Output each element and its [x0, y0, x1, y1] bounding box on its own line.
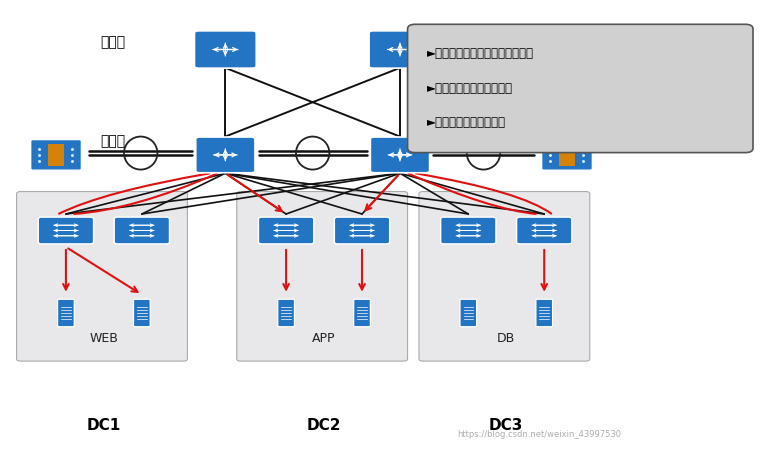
FancyBboxPatch shape — [408, 24, 753, 153]
FancyBboxPatch shape — [194, 31, 256, 68]
Text: DB: DB — [497, 331, 515, 345]
FancyBboxPatch shape — [196, 137, 255, 173]
FancyBboxPatch shape — [237, 192, 408, 361]
FancyBboxPatch shape — [277, 299, 294, 327]
Text: 核心层: 核心层 — [100, 35, 125, 50]
FancyBboxPatch shape — [419, 192, 590, 361]
Text: DC2: DC2 — [307, 418, 341, 433]
Text: DC3: DC3 — [489, 418, 523, 433]
FancyBboxPatch shape — [133, 299, 150, 327]
Text: ►大量虚拟机间互访需求。: ►大量虚拟机间互访需求。 — [427, 82, 513, 95]
FancyBboxPatch shape — [536, 299, 552, 327]
Text: ►东西向流量延迟较大。: ►东西向流量延迟较大。 — [427, 116, 505, 129]
Bar — [559, 143, 575, 166]
FancyBboxPatch shape — [114, 217, 169, 244]
FancyBboxPatch shape — [38, 217, 94, 244]
FancyBboxPatch shape — [542, 140, 592, 170]
FancyBboxPatch shape — [58, 299, 74, 327]
Text: https://blog.csdn.net/weixin_43997530: https://blog.csdn.net/weixin_43997530 — [457, 430, 621, 439]
FancyBboxPatch shape — [17, 192, 187, 361]
FancyBboxPatch shape — [30, 140, 82, 170]
Text: DC1: DC1 — [87, 418, 121, 433]
Text: WEB: WEB — [89, 331, 118, 345]
Text: APP: APP — [312, 331, 336, 345]
FancyBboxPatch shape — [440, 217, 496, 244]
FancyBboxPatch shape — [460, 299, 477, 327]
FancyBboxPatch shape — [354, 299, 370, 327]
FancyBboxPatch shape — [335, 217, 389, 244]
FancyBboxPatch shape — [517, 217, 572, 244]
Text: ►流量需要经过多层交换机转发。: ►流量需要经过多层交换机转发。 — [427, 47, 533, 60]
Bar — [48, 143, 64, 166]
FancyBboxPatch shape — [258, 217, 314, 244]
FancyBboxPatch shape — [370, 137, 430, 173]
FancyBboxPatch shape — [369, 31, 431, 68]
Text: 汇聚层: 汇聚层 — [100, 134, 125, 148]
